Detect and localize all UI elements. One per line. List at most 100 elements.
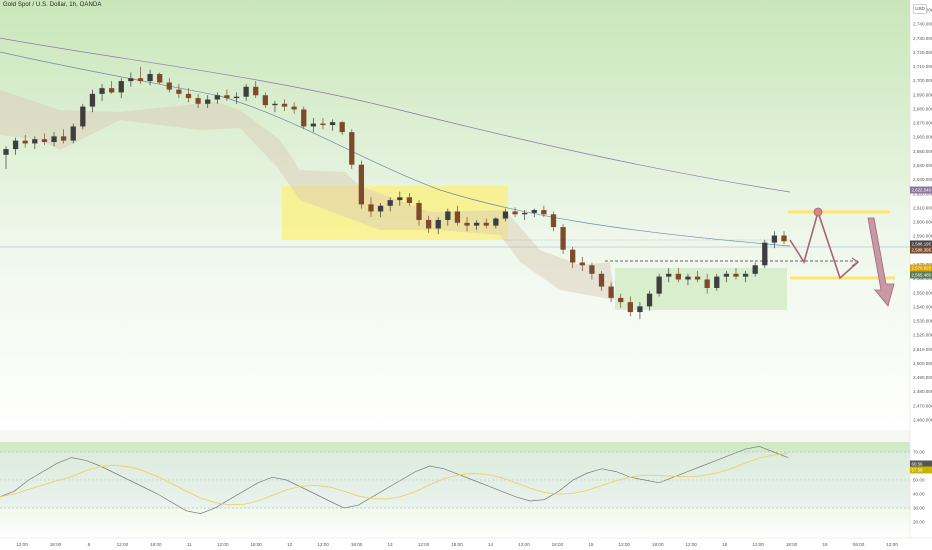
price-tick-label: 2,600.000: [913, 220, 932, 225]
price-tick-label: 2,520.000: [913, 333, 932, 338]
candle-body: [224, 95, 230, 99]
candle-body: [166, 82, 172, 90]
candle-body: [109, 88, 115, 93]
time-tick-label: 12: [287, 542, 293, 547]
time-tick-label: 8: [88, 542, 91, 547]
price-tick-label: 2,470.000: [913, 403, 932, 408]
currency-button[interactable]: USD: [913, 4, 927, 14]
price-tag: [910, 246, 932, 254]
rsi-tick-label: 70.00: [913, 450, 925, 455]
price-tick-label: 2,700.000: [913, 78, 932, 83]
rsi-series[interactable]: [0, 446, 789, 514]
time-tick-label: 18:00: [552, 542, 564, 547]
time-tick-label: 15: [588, 542, 594, 547]
candle-body: [253, 86, 259, 96]
price-tag-label: 2,570.825: [912, 266, 932, 271]
candle-body: [329, 122, 336, 126]
candle-body: [233, 96, 240, 99]
candle-body: [579, 262, 585, 266]
symbol-title[interactable]: Gold Spot / U.S. Dollar, 1h, OANDA: [3, 2, 102, 8]
time-tick-label: 06:00: [853, 542, 865, 547]
candle-body: [137, 78, 144, 82]
rsi-tick-label: 50.00: [913, 478, 925, 483]
candle-body: [89, 93, 96, 107]
time-tick-label: 18: [722, 542, 728, 547]
price-tick-label: 2,510.000: [913, 347, 932, 352]
candle-body: [522, 212, 528, 215]
time-tick-label: 18:00: [150, 542, 162, 547]
rsi-tag: [910, 460, 932, 468]
price-tick-label: 2,550.000: [913, 290, 932, 295]
time-tick-label: 18:00: [652, 542, 664, 547]
cloud-band: [0, 90, 615, 300]
candle-body: [320, 123, 326, 126]
candle-body: [310, 123, 316, 127]
candle-body: [185, 93, 192, 99]
time-axis[interactable]: [0, 538, 932, 550]
candle-body: [618, 297, 624, 303]
price-tick-label: 2,630.000: [913, 177, 932, 182]
price-tick-label: 2,590.000: [913, 234, 932, 239]
candle-body: [762, 242, 768, 266]
candle-body: [281, 103, 288, 107]
candle-body: [272, 103, 278, 106]
time-tick-label: 12:00: [117, 542, 129, 547]
time-tick-label: 11: [187, 542, 192, 547]
candle-body: [627, 302, 633, 313]
candle-body: [570, 249, 576, 263]
candle-body: [3, 149, 9, 155]
time-tick-label: 12:00: [217, 542, 229, 547]
price-tick-label: 2,650.000: [913, 149, 932, 154]
price-tag-label: 2,565.485: [912, 273, 932, 278]
pane-separator[interactable]: [0, 430, 910, 442]
time-tick-label: 18:00: [451, 542, 463, 547]
candle-body: [598, 273, 605, 287]
price-tick-label: 2,570.000: [913, 262, 932, 267]
bearish-arrow[interactable]: [867, 217, 895, 307]
price-tick-label: 2,540.000: [913, 304, 932, 309]
candle-body: [771, 235, 778, 243]
candle-body: [435, 219, 441, 229]
price-tick-label: 2,710.000: [913, 64, 932, 69]
time-tick-label: 12:00: [619, 542, 631, 547]
candle-body: [32, 139, 38, 144]
candle-body: [157, 74, 163, 83]
candle-body: [781, 235, 787, 242]
candle-body: [70, 126, 76, 141]
ema-line-fast: [0, 51, 791, 247]
rsi-line: [0, 446, 789, 514]
candle-body: [406, 197, 413, 203]
candle-body: [291, 106, 297, 110]
candlestick-series[interactable]: [3, 66, 787, 320]
price-tick-label: 2,610.000: [913, 205, 932, 210]
time-tick-label: 12:00: [418, 542, 430, 547]
consolidation-zone[interactable]: [282, 186, 508, 240]
price-tag-label: 2,588.395: [912, 248, 932, 253]
candle-body: [387, 200, 393, 206]
rsi-tick-label: 20.00: [913, 520, 925, 525]
candle-body: [656, 276, 662, 294]
rsi-tick-label: 30.00: [913, 506, 925, 511]
rsi-tick-label: 40.00: [913, 492, 925, 497]
price-tick-label: 2,620.000: [913, 191, 932, 196]
candle-body: [214, 95, 220, 100]
candle-body: [464, 222, 470, 226]
time-tick-label: 18:00: [50, 542, 62, 547]
price-tick-label: 2,720.000: [913, 50, 932, 55]
candle-body: [502, 211, 509, 219]
ema-line-slow: [0, 37, 791, 193]
candle-body: [60, 136, 67, 141]
candle-body: [474, 222, 480, 226]
time-tick-label: 12:00: [16, 542, 28, 547]
candle-body: [339, 122, 345, 133]
time-tick-label: 18:00: [786, 542, 798, 547]
time-tick-label: 18:00: [351, 542, 363, 547]
candle-body: [176, 89, 182, 94]
candle-body: [22, 140, 28, 144]
projection-path[interactable]: [789, 207, 860, 280]
candle-body: [560, 227, 566, 250]
candle-body: [425, 219, 432, 229]
candle-body: [349, 132, 355, 165]
time-axis-labels: 12:00 18:00 8 12:00 18:00 11 12:00 18:00 12 12:00…: [16, 542, 898, 547]
